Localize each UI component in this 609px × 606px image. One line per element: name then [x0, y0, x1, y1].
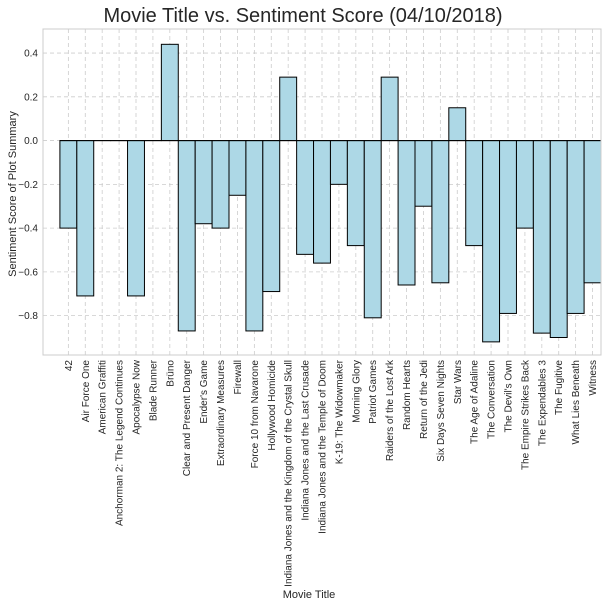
x-tick-label: Random Hearts	[402, 360, 413, 430]
x-tick-label: The Conversation	[487, 360, 498, 439]
x-tick-label: Force 10 from Navarone	[250, 360, 261, 469]
bar	[363, 140, 382, 319]
y-axis-ticks: −0.8 −0.6 −0.4 −0.2 0.0 0.2 0.4	[18, 49, 38, 323]
bar	[59, 140, 78, 229]
bar	[245, 140, 264, 332]
x-tick-label: Brüno	[165, 360, 176, 387]
x-tick-label: Air Force One	[81, 360, 92, 423]
bar	[465, 140, 484, 247]
y-tick-label: 0.2	[24, 92, 38, 103]
y-tick-label: −0.4	[18, 224, 38, 235]
bar	[262, 140, 281, 293]
y-tick-label: −0.2	[18, 180, 38, 191]
x-tick-label: Clear and Present Danger	[182, 359, 193, 476]
bar-series	[59, 43, 602, 343]
bar	[431, 140, 450, 284]
x-tick-label: 42	[64, 360, 75, 372]
bar	[194, 140, 213, 225]
x-tick-label: Indiana Jones and the Last Crusade	[301, 360, 312, 521]
x-tick-label: Hollywood Homicide	[267, 360, 278, 451]
bar	[76, 140, 95, 297]
bar	[414, 140, 433, 207]
x-tick-label: Blade Runner	[148, 359, 159, 421]
x-tick-label: The Fugitive	[554, 360, 565, 415]
x-tick-label: Raiders of the Lost Ark	[385, 359, 396, 461]
x-tick-label: The Expendables 3	[537, 360, 548, 447]
y-tick-label: 0.4	[24, 49, 38, 60]
bar	[329, 140, 348, 185]
x-tick-label: Return of the Jedi	[419, 360, 430, 439]
x-tick-label: Extraordinary Measures	[216, 360, 227, 466]
bar	[346, 140, 365, 247]
x-tick-label: Firewall	[233, 360, 244, 394]
bar	[448, 107, 467, 142]
bar	[228, 140, 247, 196]
bar	[549, 140, 568, 338]
bar	[313, 140, 331, 264]
bar	[583, 140, 602, 284]
bar	[279, 76, 298, 142]
bar	[499, 140, 517, 314]
x-tick-label: Six Days Seven Nights	[436, 360, 447, 462]
bar	[160, 43, 179, 142]
plot-frame	[42, 28, 602, 356]
x-axis-label: Movie Title	[283, 589, 336, 601]
bar	[296, 140, 315, 255]
x-tick-label: Witness	[588, 360, 599, 396]
bar	[397, 140, 416, 286]
y-tick-label: −0.6	[18, 267, 38, 278]
x-tick-label: Star Wars	[453, 360, 464, 404]
x-tick-label: Indiana Jones and the Kingdom of the Cry…	[284, 360, 295, 587]
x-tick-label: Apocalypse Now	[132, 359, 143, 434]
bar	[177, 140, 196, 332]
x-tick-label: Ender's Game	[199, 360, 210, 424]
x-tick-label: The Devil's Own	[504, 360, 515, 433]
x-tick-label: Indiana Jones and the Temple of Doom	[318, 360, 329, 534]
y-axis-label: Sentiment Score of Plot Summary	[7, 111, 19, 277]
bar	[127, 140, 145, 297]
x-tick-label: The Age of Adaline	[470, 360, 481, 444]
bar	[380, 76, 399, 142]
chart-title: Movie Title vs. Sentiment Score (04/10/2…	[103, 5, 502, 27]
bar	[532, 140, 551, 334]
x-tick-label: Patriot Games	[368, 360, 379, 424]
x-tick-label: The Empire Strikes Back	[520, 359, 531, 470]
bar	[211, 140, 230, 229]
y-tick-label: 0.0	[24, 136, 38, 147]
x-tick-label: Anchorman 2: The Legend Continues	[115, 360, 126, 526]
bar	[515, 140, 534, 229]
x-tick-label: K-19: The Widowmaker	[334, 359, 345, 464]
bar	[482, 140, 501, 343]
x-tick-label: Morning Glory	[351, 360, 362, 423]
x-axis-ticks: 42 Air Force One American Graffiti Anchorma…	[64, 359, 599, 587]
x-tick-label: American Graffiti	[98, 360, 109, 434]
x-tick-label: What Lies Beneath	[571, 360, 582, 445]
bar	[566, 140, 585, 314]
y-tick-label: −0.8	[18, 311, 38, 322]
